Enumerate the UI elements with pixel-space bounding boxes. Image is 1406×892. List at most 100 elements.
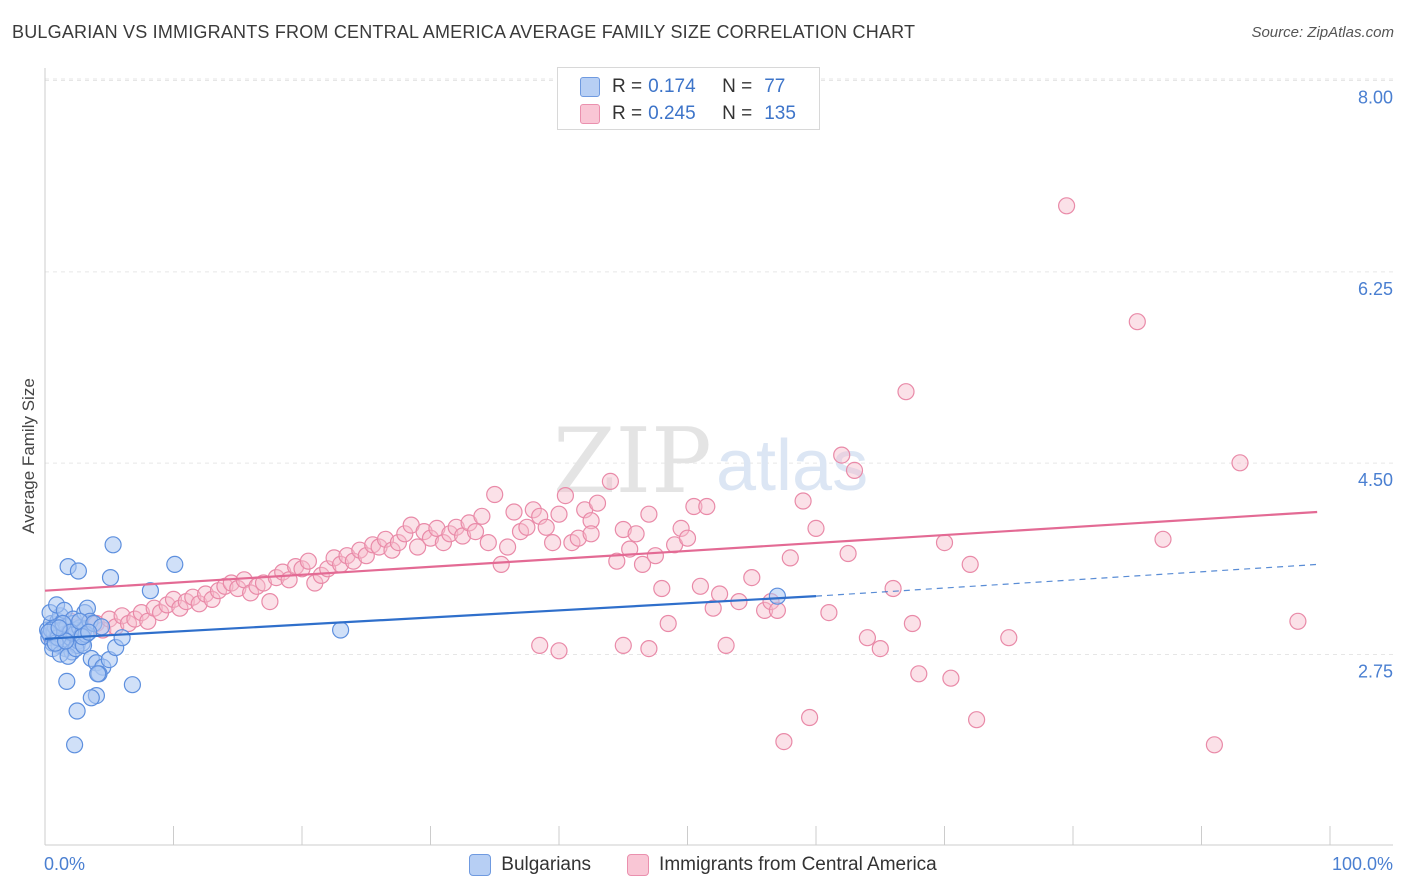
bulgarian-point — [123, 676, 141, 694]
n-label: N = — [722, 76, 753, 97]
central-america-point — [364, 536, 382, 554]
central-america-point — [1231, 454, 1249, 472]
central-america-point — [743, 568, 761, 587]
trend-lines — [44, 510, 1318, 640]
central-america-point — [704, 599, 722, 617]
central-america-point — [312, 566, 330, 585]
central-america-point — [601, 472, 620, 490]
central-america-point — [672, 519, 690, 538]
central-america-point — [659, 614, 677, 633]
central-america-point — [325, 549, 343, 567]
watermark-zip: ZIP — [553, 409, 712, 514]
n-value: 77 — [764, 76, 786, 97]
central-america-point — [967, 711, 986, 729]
central-america-point — [184, 588, 202, 606]
legend-label-bulgarians: Bulgarians — [501, 854, 592, 875]
bulgarian-point — [68, 702, 86, 720]
r-value: 0.174 — [648, 76, 696, 97]
central-america-point — [1128, 313, 1146, 331]
central-america-point — [775, 732, 793, 751]
central-america-point — [608, 552, 626, 570]
central-america-point — [164, 590, 183, 609]
central-america-point — [415, 522, 433, 541]
central-america-point — [768, 601, 787, 620]
central-america-point — [357, 547, 375, 565]
legend-swatch-pink — [627, 854, 650, 876]
central-america-point — [499, 538, 517, 556]
central-america-point — [441, 525, 459, 543]
central-america-point — [710, 585, 729, 603]
central-america-point — [884, 579, 902, 598]
central-america-point — [897, 383, 915, 401]
central-america-point — [1289, 612, 1307, 630]
bulgarian-point — [141, 582, 159, 600]
r-label: R = — [612, 103, 643, 124]
correlation-legend: R = 0.174 N = 77 R = 0.245 N = 135 — [557, 67, 820, 130]
central-america-point — [126, 610, 144, 628]
bulgarian-point — [101, 568, 120, 587]
bulgarian-trend-extension — [815, 563, 1318, 597]
legend-row-bulgarians: R = 0.174 N = 77 — [580, 73, 785, 101]
central-america-point — [621, 540, 639, 558]
central-america-point — [871, 639, 889, 658]
central-america-point — [685, 497, 703, 516]
central-america-point — [486, 485, 504, 504]
y-tick-label: 4.50 — [1358, 470, 1393, 490]
chart-source: Source: ZipAtlas.com — [1251, 24, 1394, 41]
central-america-point — [543, 533, 562, 552]
central-america-point — [466, 522, 485, 541]
legend-item-bulgarians: Bulgarians — [469, 854, 591, 876]
central-america-point — [640, 505, 658, 523]
central-america-point — [627, 525, 645, 543]
central-america-point — [473, 507, 491, 525]
central-america-point — [242, 584, 260, 602]
legend-item-central-america: Immigrants from Central America — [627, 854, 937, 876]
central-america-point — [171, 599, 189, 617]
central-america-point — [531, 636, 549, 655]
y-tick-label: 6.25 — [1358, 279, 1393, 299]
bulgarian-point — [58, 672, 76, 691]
central-america-point — [254, 574, 273, 592]
r-value: 0.245 — [648, 103, 696, 124]
central-america-point — [550, 642, 568, 660]
central-america-point — [389, 533, 407, 552]
series-legend: Bulgarians Immigrants from Central Ameri… — [0, 852, 1406, 878]
central-america-point — [678, 529, 697, 547]
central-america-point — [582, 512, 600, 530]
central-america-point — [614, 520, 632, 539]
legend-row-central-america: R = 0.245 N = 135 — [580, 100, 796, 128]
central-america-point — [447, 518, 465, 536]
central-america-point — [1154, 530, 1172, 548]
central-america-point — [376, 530, 395, 548]
legend-swatch-pink — [580, 104, 600, 124]
central-america-point — [942, 669, 960, 687]
bulgarian-point — [69, 562, 88, 580]
bulgarian-trend-line — [44, 595, 817, 640]
bulgarian-point — [82, 689, 100, 707]
central-america-point — [524, 501, 542, 519]
central-america-point — [203, 590, 221, 609]
x-tick-label-right: 100.0% — [1332, 854, 1393, 874]
watermark-atlas: atlas — [716, 426, 868, 506]
bulgarian-point — [89, 665, 107, 683]
central-america-point — [588, 494, 607, 512]
y-tick-label: 2.75 — [1358, 662, 1393, 682]
central-america-point — [935, 533, 954, 552]
n-label: N = — [722, 103, 753, 124]
central-america-point — [1000, 629, 1018, 647]
bulgarian-point — [332, 621, 350, 639]
central-america-point — [614, 636, 632, 655]
x-tick-label-left: 0.0% — [44, 854, 85, 874]
central-america-point — [550, 505, 568, 523]
bulgarian-point — [166, 555, 184, 574]
central-america-point — [132, 603, 150, 622]
central-america-point — [910, 665, 928, 683]
central-america-point — [582, 525, 600, 543]
y-axis-label: Average Family Size — [19, 378, 38, 534]
central-america-point — [858, 629, 877, 647]
central-america-point — [556, 487, 575, 505]
gridlines — [45, 78, 1393, 655]
n-value: 135 — [764, 103, 796, 124]
central-america-point — [396, 525, 414, 543]
